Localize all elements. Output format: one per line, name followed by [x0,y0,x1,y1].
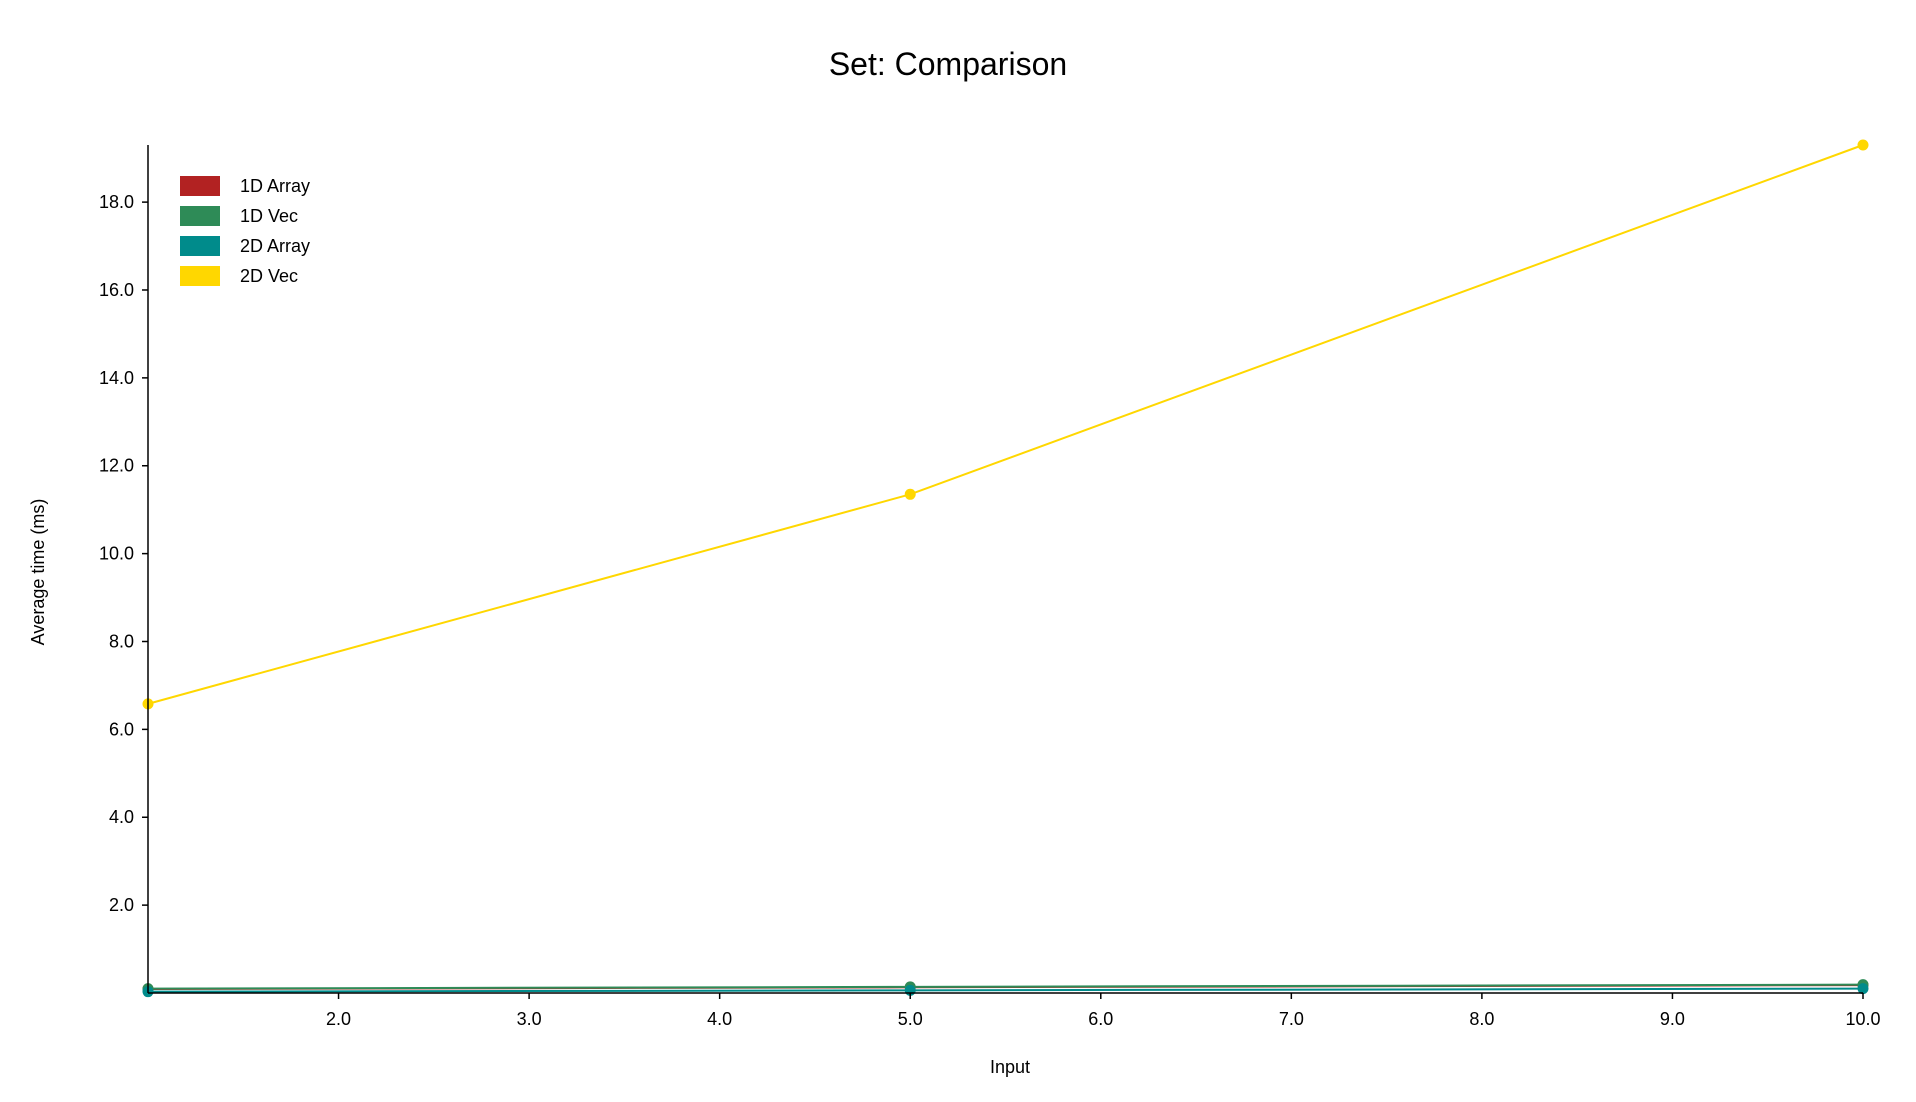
y-axis-ticks: 2.0 4.0 6.0 8.0 10.0 12.0 14.0 16.0 18.0 [99,192,148,915]
legend-swatch [180,266,220,286]
x-axis-ticks: 2.0 3.0 4.0 5.0 6.0 7.0 8.0 9.0 10.0 [326,993,1881,1029]
y-tick-label: 2.0 [109,895,134,915]
legend-item: 1D Vec [180,206,298,226]
x-axis-label: Input [990,1057,1030,1077]
chart-title: Set: Comparison [829,46,1067,82]
legend-label: 2D Vec [240,266,298,286]
y-tick-label: 4.0 [109,807,134,827]
series-layer [142,139,1869,998]
legend: 1D Array 1D Vec 2D Array 2D Vec [180,176,310,286]
x-tick-label: 9.0 [1660,1009,1685,1029]
y-tick-label: 14.0 [99,368,134,388]
legend-label: 1D Vec [240,206,298,226]
y-tick-label: 12.0 [99,456,134,476]
series-line [147,144,1864,705]
data-point [1857,983,1869,995]
x-tick-label: 10.0 [1845,1009,1880,1029]
x-tick-label: 3.0 [517,1009,542,1029]
y-tick-label: 18.0 [99,192,134,212]
y-tick-label: 8.0 [109,631,134,651]
series-3 [142,139,1869,710]
x-tick-label: 5.0 [898,1009,923,1029]
legend-label: 1D Array [240,176,310,196]
x-tick-label: 7.0 [1279,1009,1304,1029]
data-point [904,488,916,500]
y-tick-label: 10.0 [99,544,134,564]
legend-item: 2D Array [180,236,310,256]
y-tick-label: 6.0 [109,719,134,739]
legend-item: 2D Vec [180,266,298,286]
legend-swatch [180,236,220,256]
x-tick-label: 2.0 [326,1009,351,1029]
data-point [1857,139,1869,151]
legend-label: 2D Array [240,236,310,256]
x-tick-label: 4.0 [707,1009,732,1029]
y-axis-label: Average time (ms) [28,499,48,646]
y-tick-label: 16.0 [99,280,134,300]
legend-swatch [180,176,220,196]
legend-item: 1D Array [180,176,310,196]
x-tick-label: 6.0 [1088,1009,1113,1029]
x-tick-label: 8.0 [1469,1009,1494,1029]
legend-swatch [180,206,220,226]
